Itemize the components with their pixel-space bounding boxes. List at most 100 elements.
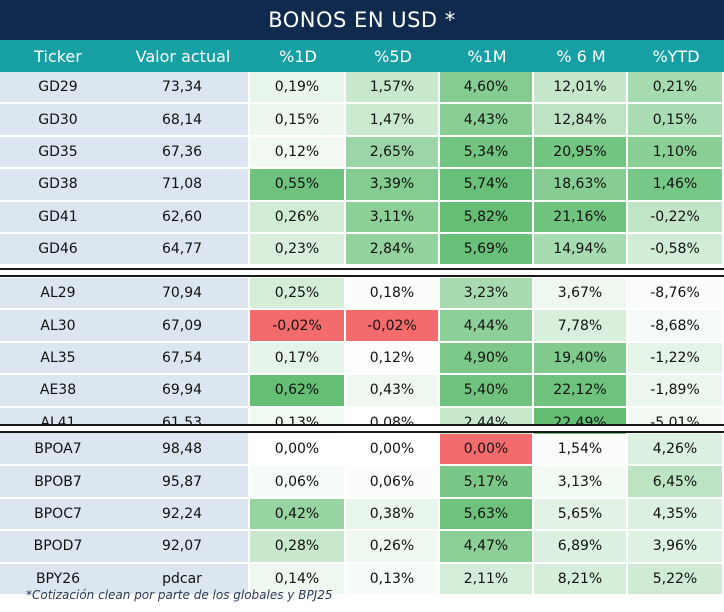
- cell-pct-5d: 0,00%: [346, 434, 440, 467]
- cell-pct-6m: 19,40%: [534, 342, 628, 376]
- table-row: AL30 67,09 -0,02% -0,02% 4,44% 7,78% -8,68%: [0, 310, 724, 343]
- cell-pct-1d: 0,15%: [250, 104, 346, 137]
- cell-pct-1d: 0,12%: [250, 136, 346, 170]
- cell-pct-ytd: 6,45%: [628, 466, 724, 499]
- table-row: BPOC7 92,24 0,42% 0,38% 5,63% 5,65% 4,35%: [0, 498, 724, 532]
- cell-pct-5d: 2,65%: [346, 136, 440, 170]
- cell-ticker: BPOB7: [0, 466, 116, 499]
- cell-pct-1d: 0,14%: [250, 563, 346, 596]
- cell-pct-1d: 0,28%: [250, 531, 346, 564]
- table-row: GD41 62,60 0,26% 3,11% 5,82% 21,16% -0,22%: [0, 201, 724, 234]
- cell-valor-actual: 73,34: [116, 72, 250, 105]
- cell-pct-5d: 0,12%: [346, 342, 440, 376]
- table-title: BONOS EN USD *: [0, 0, 724, 40]
- table-header: Ticker Valor actual %1D %5D %1M % 6 M %YTD: [0, 40, 724, 72]
- table-row: GD38 71,08 0,55% 3,39% 5,74% 18,63% 1,46%: [0, 169, 724, 202]
- cell-pct-ytd: 4,35%: [628, 498, 724, 532]
- cell-pct-ytd: -8,68%: [628, 310, 724, 343]
- cell-pct-1d: 0,55%: [250, 169, 346, 202]
- cell-pct-1d: 0,23%: [250, 233, 346, 267]
- cell-pct-1m: 4,47%: [440, 531, 534, 564]
- column-header-pct-1d: %1D: [279, 46, 317, 66]
- table-row: BPOA7 98,48 0,00% 0,00% 0,00% 1,54% 4,26%: [0, 434, 724, 467]
- cell-pct-1d: 0,00%: [250, 434, 346, 467]
- column-header-pct-6m: % 6 M: [556, 46, 606, 66]
- cell-pct-6m: 8,21%: [534, 563, 628, 596]
- cell-pct-1m: 5,34%: [440, 136, 534, 170]
- section-bpo: BPOA7 98,48 0,00% 0,00% 0,00% 1,54% 4,26% BPOB7…: [0, 434, 724, 596]
- cell-pct-ytd: 0,21%: [628, 72, 724, 105]
- cell-ticker: BPY26: [0, 563, 116, 596]
- cell-pct-1m: 2,11%: [440, 563, 534, 596]
- cell-ticker: AE38: [0, 375, 116, 408]
- cell-ticker: BPOD7: [0, 531, 116, 564]
- cell-pct-6m: 14,94%: [534, 233, 628, 267]
- cell-pct-5d: 3,39%: [346, 169, 440, 202]
- cell-pct-6m: 20,95%: [534, 136, 628, 170]
- cell-pct-5d: 0,06%: [346, 466, 440, 499]
- cell-pct-6m: 12,01%: [534, 72, 628, 105]
- cell-pct-1d: 0,62%: [250, 375, 346, 408]
- cell-ticker: GD46: [0, 233, 116, 267]
- cell-pct-5d: 3,11%: [346, 201, 440, 234]
- column-header-pct-ytd: %YTD: [652, 46, 700, 66]
- cell-pct-5d: 0,18%: [346, 278, 440, 311]
- table-row: GD29 73,34 0,19% 1,57% 4,60% 12,01% 0,21%: [0, 72, 724, 105]
- cell-pct-ytd: 1,46%: [628, 169, 724, 202]
- cell-pct-6m: 3,67%: [534, 278, 628, 311]
- cell-pct-6m: 5,65%: [534, 498, 628, 532]
- cell-pct-1d: 0,17%: [250, 342, 346, 376]
- cell-pct-1m: 3,23%: [440, 278, 534, 311]
- cell-valor-actual: 67,09: [116, 310, 250, 343]
- cell-pct-1d: 0,19%: [250, 72, 346, 105]
- cell-pct-6m: 22,12%: [534, 375, 628, 408]
- table-row: BPOB7 95,87 0,06% 0,06% 5,17% 3,13% 6,45%: [0, 466, 724, 499]
- cell-pct-1m: 5,63%: [440, 498, 534, 532]
- cell-pct-1m: 4,60%: [440, 72, 534, 105]
- table-row: GD35 67,36 0,12% 2,65% 5,34% 20,95% 1,10%: [0, 136, 724, 170]
- cell-valor-actual: 95,87: [116, 466, 250, 499]
- table-row: AE38 69,94 0,62% 0,43% 5,40% 22,12% -1,89%: [0, 375, 724, 408]
- cell-pct-1m: 4,44%: [440, 310, 534, 343]
- table-row: AL29 70,94 0,25% 0,18% 3,23% 3,67% -8,76%: [0, 278, 724, 311]
- column-header-pct-1m: %1M: [467, 46, 507, 66]
- cell-valor-actual: 98,48: [116, 434, 250, 467]
- cell-pct-5d: 1,47%: [346, 104, 440, 137]
- cell-pct-1m: 5,40%: [440, 375, 534, 408]
- cell-pct-6m: 12,84%: [534, 104, 628, 137]
- cell-pct-1d: -0,02%: [250, 310, 346, 343]
- cell-pct-5d: 0,43%: [346, 375, 440, 408]
- cell-ticker: GD41: [0, 201, 116, 234]
- table-row: BPOD7 92,07 0,28% 0,26% 4,47% 6,89% 3,96%: [0, 531, 724, 564]
- cell-pct-5d: 2,84%: [346, 233, 440, 267]
- cell-pct-5d: 1,57%: [346, 72, 440, 105]
- section-divider: [0, 424, 724, 433]
- cell-pct-6m: 6,89%: [534, 531, 628, 564]
- cell-ticker: AL35: [0, 342, 116, 376]
- cell-valor-actual: 62,60: [116, 201, 250, 234]
- cell-valor-actual: 92,07: [116, 531, 250, 564]
- cell-pct-ytd: -8,76%: [628, 278, 724, 311]
- cell-ticker: GD38: [0, 169, 116, 202]
- cell-pct-5d: 0,13%: [346, 563, 440, 596]
- cell-pct-1m: 0,00%: [440, 434, 534, 467]
- cell-pct-ytd: 3,96%: [628, 531, 724, 564]
- section-al: AL29 70,94 0,25% 0,18% 3,23% 3,67% -8,76% AL30 6…: [0, 278, 724, 440]
- cell-valor-actual: 69,94: [116, 375, 250, 408]
- cell-ticker: BPOA7: [0, 434, 116, 467]
- footnote: *Cotización clean por parte de los globa…: [26, 588, 333, 602]
- cell-valor-actual: 64,77: [116, 233, 250, 267]
- cell-pct-ytd: -0,22%: [628, 201, 724, 234]
- cell-pct-6m: 21,16%: [534, 201, 628, 234]
- cell-ticker: BPOC7: [0, 498, 116, 532]
- cell-valor-actual: pdcar: [116, 563, 250, 596]
- column-header-ticker: Ticker: [34, 46, 82, 66]
- cell-valor-actual: 67,54: [116, 342, 250, 376]
- cell-pct-1d: 0,06%: [250, 466, 346, 499]
- cell-pct-1d: 0,42%: [250, 498, 346, 532]
- cell-pct-ytd: -0,58%: [628, 233, 724, 267]
- table-row: GD30 68,14 0,15% 1,47% 4,43% 12,84% 0,15%: [0, 104, 724, 137]
- table-row: AL35 67,54 0,17% 0,12% 4,90% 19,40% -1,22%: [0, 342, 724, 376]
- cell-pct-6m: 7,78%: [534, 310, 628, 343]
- cell-pct-6m: 1,54%: [534, 434, 628, 467]
